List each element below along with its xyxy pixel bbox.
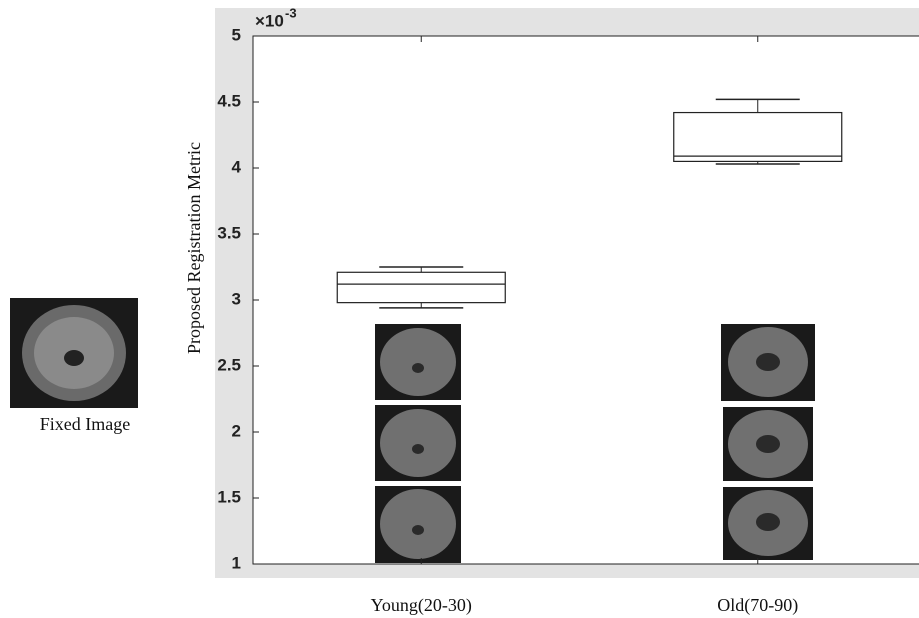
y-tick-label: 4: [232, 157, 242, 176]
box: [673, 111, 843, 162]
y-tick-label: 4.5: [217, 91, 241, 110]
annotation: Fixed Image: [40, 414, 130, 434]
box: [336, 271, 506, 304]
x-tick-label: Old(70-90): [717, 595, 798, 616]
y-scale-exponent: -3: [285, 5, 297, 20]
y-axis-label: Proposed Registration Metric: [184, 142, 204, 354]
y-tick-label: 3.5: [217, 223, 241, 242]
y-tick-label: 2.5: [217, 355, 241, 374]
brain-images: [10, 298, 815, 563]
y-tick-label: 1: [232, 553, 241, 572]
y-tick-label: 2: [232, 421, 241, 440]
axes: [252, 35, 919, 565]
y-tick-label: 5: [232, 25, 241, 44]
x-tick-label: Young(20-30): [371, 595, 472, 616]
y-tick-label: 1.5: [217, 487, 241, 506]
y-tick-label: 3: [232, 289, 241, 308]
fixed-image: [10, 298, 138, 408]
y-scale-base: ×10: [255, 11, 284, 30]
